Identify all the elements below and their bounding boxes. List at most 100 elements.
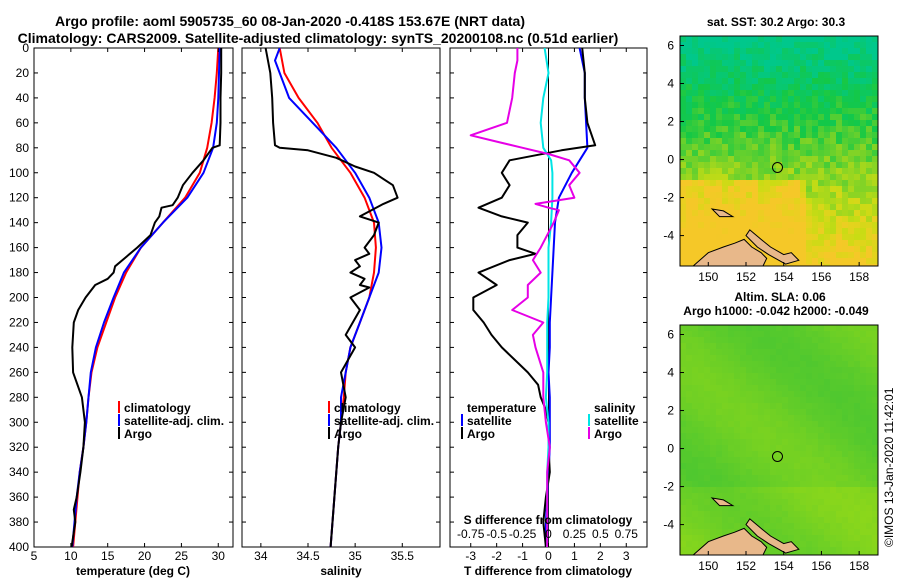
- map-pixel: [728, 343, 734, 349]
- map-pixel: [764, 463, 770, 469]
- map-pixel: [818, 192, 824, 198]
- map-pixel: [842, 493, 848, 499]
- map-pixel: [746, 469, 752, 475]
- map-y-tick-label: 0: [667, 442, 674, 456]
- map-pixel: [788, 162, 794, 168]
- map-pixel: [806, 180, 812, 186]
- map-pixel: [698, 409, 704, 415]
- map-pixel: [734, 481, 740, 487]
- map-pixel: [872, 349, 878, 355]
- map-pixel: [698, 60, 704, 66]
- map-pixel: [806, 126, 812, 132]
- map-pixel: [776, 264, 782, 266]
- map-pixel: [866, 427, 872, 433]
- map-pixel: [710, 120, 716, 126]
- map-pixel: [704, 523, 710, 529]
- map-pixel: [758, 511, 764, 517]
- map-pixel: [860, 264, 866, 266]
- map-pixel: [866, 78, 872, 84]
- map-pixel: [806, 439, 812, 445]
- depth-tick-label: 40: [16, 91, 30, 105]
- map-pixel: [692, 234, 698, 240]
- map-pixel: [776, 439, 782, 445]
- map-pixel: [776, 228, 782, 234]
- map-pixel: [716, 445, 722, 451]
- map-pixel: [836, 180, 842, 186]
- map-pixel: [692, 102, 698, 108]
- map-pixel: [698, 234, 704, 240]
- map-pixel: [866, 210, 872, 216]
- map-pixel: [788, 379, 794, 385]
- map-pixel: [776, 373, 782, 379]
- map-pixel: [776, 553, 782, 555]
- map-pixel: [872, 216, 878, 222]
- map-pixel: [680, 114, 686, 120]
- map-pixel: [812, 325, 818, 331]
- map-pixel: [728, 210, 734, 216]
- map-pixel: [704, 475, 710, 481]
- map-pixel: [872, 457, 878, 463]
- map-pixel: [800, 132, 806, 138]
- map-pixel: [776, 192, 782, 198]
- map-pixel: [794, 228, 800, 234]
- map-pixel: [728, 517, 734, 523]
- map-pixel: [788, 487, 794, 493]
- map-pixel: [830, 198, 836, 204]
- map-pixel: [788, 54, 794, 60]
- map-pixel: [758, 481, 764, 487]
- map-pixel: [806, 463, 812, 469]
- map-pixel: [812, 445, 818, 451]
- map-pixel: [710, 457, 716, 463]
- map-pixel: [764, 114, 770, 120]
- map-pixel: [836, 499, 842, 505]
- map-pixel: [764, 42, 770, 48]
- map-pixel: [716, 84, 722, 90]
- map-pixel: [728, 481, 734, 487]
- map-pixel: [848, 475, 854, 481]
- map-pixel: [698, 222, 704, 228]
- map-pixel: [812, 48, 818, 54]
- map-pixel: [788, 120, 794, 126]
- map-pixel: [824, 54, 830, 60]
- map-pixel: [872, 493, 878, 499]
- map-pixel: [860, 463, 866, 469]
- map-pixel: [686, 331, 692, 337]
- map-pixel: [716, 96, 722, 102]
- map-pixel: [794, 487, 800, 493]
- map-pixel: [770, 186, 776, 192]
- map-pixel: [812, 349, 818, 355]
- map-pixel: [830, 427, 836, 433]
- map-pixel: [692, 162, 698, 168]
- map-pixel: [872, 361, 878, 367]
- map-pixel: [716, 60, 722, 66]
- map-pixel: [830, 120, 836, 126]
- map-pixel: [770, 373, 776, 379]
- map-pixel: [680, 120, 686, 126]
- map-pixel: [818, 60, 824, 66]
- map-pixel: [710, 325, 716, 331]
- map-pixel: [812, 150, 818, 156]
- map-pixel: [794, 102, 800, 108]
- map-pixel: [722, 505, 728, 511]
- map-pixel: [866, 391, 872, 397]
- map-pixel: [794, 439, 800, 445]
- map-pixel: [722, 403, 728, 409]
- map-pixel: [872, 439, 878, 445]
- map-pixel: [848, 511, 854, 517]
- map-pixel: [860, 367, 866, 373]
- map-pixel: [854, 132, 860, 138]
- map-pixel: [860, 331, 866, 337]
- figure-title-line1: Argo profile: aoml 5905735_60 08-Jan-202…: [55, 13, 525, 29]
- map-pixel: [854, 192, 860, 198]
- map-pixel: [752, 138, 758, 144]
- map-pixel: [692, 156, 698, 162]
- map-pixel: [830, 325, 836, 331]
- map-pixel: [722, 511, 728, 517]
- map-pixel: [776, 487, 782, 493]
- map-pixel: [686, 246, 692, 252]
- map-pixel: [716, 162, 722, 168]
- map-pixel: [758, 331, 764, 337]
- map-pixel: [854, 487, 860, 493]
- map-pixel: [842, 361, 848, 367]
